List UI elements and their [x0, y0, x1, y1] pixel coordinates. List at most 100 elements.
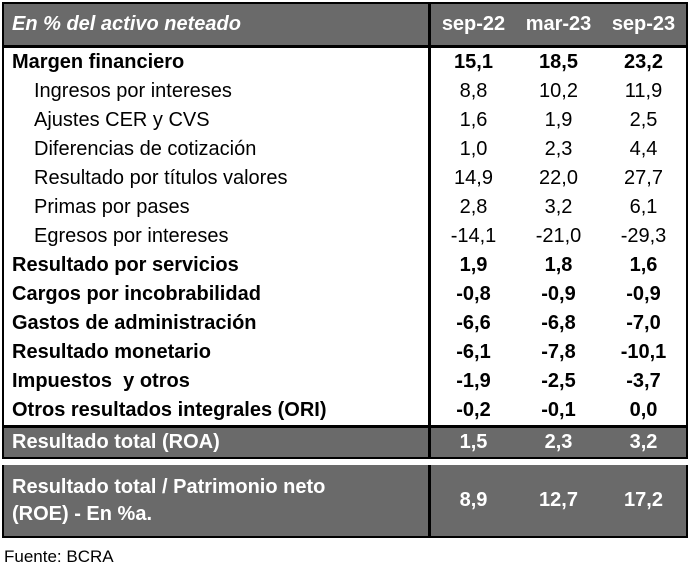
row-value: 3,2: [629, 431, 658, 453]
table-row: Egresos por intereses -14,1 -21,0 -29,3: [4, 222, 686, 251]
main-table: En % del activo neteado sep-22 mar-23 se…: [2, 2, 688, 459]
table-row: Resultado por títulos valores 14,9 22,0 …: [4, 164, 686, 193]
column-header-sep22: sep-22: [441, 13, 506, 35]
row-value: 2,3: [544, 431, 573, 453]
row-value: 8,9: [459, 489, 488, 511]
table-row: Resultado monetario -6,1 -7,8 -10,1: [4, 338, 686, 367]
row-label: Otros resultados integrales (ORI): [12, 399, 327, 421]
row-values: -6,1 -7,8 -10,1: [428, 338, 686, 367]
row-value: -21,0: [535, 225, 582, 247]
row-label: Resultado total (ROA): [12, 431, 220, 453]
row-values: 8,8 10,2 11,9: [428, 77, 686, 106]
row-value: -1,9: [456, 370, 491, 392]
table-header: En % del activo neteado sep-22 mar-23 se…: [4, 4, 686, 48]
row-value: 15,1: [454, 51, 493, 73]
table-row: Primas por pases 2,8 3,2 6,1: [4, 193, 686, 222]
row-value: 3,2: [544, 196, 573, 218]
row-value: 1,5: [459, 431, 488, 453]
total-roa-row: Resultado total (ROA) 1,5 2,3 3,2: [4, 425, 686, 457]
row-label: Diferencias de cotización: [34, 138, 257, 160]
row-value: -0,9: [541, 283, 576, 305]
row-value: 2,3: [544, 138, 573, 160]
row-value: -6,8: [541, 312, 576, 334]
column-header-mar23: mar-23: [525, 13, 592, 35]
table-row: Gastos de administración -6,6 -6,8 -7,0: [4, 309, 686, 338]
table-row: Margen financiero 15,1 18,5 23,2: [4, 48, 686, 77]
row-value: -3,7: [626, 370, 661, 392]
row-value: -0,2: [456, 399, 491, 421]
row-values: -0,2 -0,1 0,0: [428, 396, 686, 425]
row-value: 1,0: [459, 138, 488, 160]
row-values: -6,6 -6,8 -7,0: [428, 309, 686, 338]
row-values: 15,1 18,5 23,2: [428, 48, 686, 77]
row-values: -14,1 -21,0 -29,3: [428, 222, 686, 251]
row-values: -0,8 -0,9 -0,9: [428, 280, 686, 309]
row-label: Resultado por títulos valores: [34, 167, 288, 189]
row-value: 0,0: [629, 399, 658, 421]
row-values: 1,6 1,9 2,5: [428, 106, 686, 135]
row-label: Resultado total / Patrimonio neto (ROE) …: [12, 476, 326, 525]
row-value: 1,6: [459, 109, 488, 131]
row-value: -7,8: [541, 341, 576, 363]
table-row: Otros resultados integrales (ORI) -0,2 -…: [4, 396, 686, 425]
row-values: 1,9 1,8 1,6: [428, 251, 686, 280]
table-row: Ajustes CER y CVS 1,6 1,9 2,5: [4, 106, 686, 135]
row-value: 14,9: [454, 167, 493, 189]
table-row: Impuestos y otros -1,9 -2,5 -3,7: [4, 367, 686, 396]
source-note: Fuente: BCRA: [4, 547, 114, 566]
row-value: -2,5: [541, 370, 576, 392]
row-value: -6,6: [456, 312, 491, 334]
row-value: 6,1: [629, 196, 658, 218]
table-body: Margen financiero 15,1 18,5 23,2 Ingreso…: [4, 48, 686, 425]
row-label: Margen financiero: [12, 51, 185, 73]
row-label: Resultado por servicios: [12, 254, 239, 276]
row-value: -29,3: [620, 225, 667, 247]
row-label: Egresos por intereses: [34, 225, 229, 247]
row-value: -14,1: [450, 225, 497, 247]
row-values: 8,9 12,7 17,2: [428, 465, 686, 536]
row-value: 2,5: [629, 109, 658, 131]
row-value: -0,8: [456, 283, 491, 305]
table-title: En % del activo neteado: [12, 13, 241, 35]
row-value: 23,2: [624, 51, 663, 73]
row-label: Resultado monetario: [12, 341, 211, 363]
row-value: 4,4: [629, 138, 658, 160]
row-value: 1,9: [544, 109, 573, 131]
column-header-sep23: sep-23: [611, 13, 676, 35]
table-row: Ingresos por intereses 8,8 10,2 11,9: [4, 77, 686, 106]
row-value: 1,8: [544, 254, 573, 276]
row-value: 11,9: [624, 80, 663, 102]
row-label: Primas por pases: [34, 196, 190, 218]
row-value: 1,9: [459, 254, 488, 276]
row-value: 1,6: [629, 254, 658, 276]
header-columns: sep-22 mar-23 sep-23: [428, 4, 686, 45]
total-roe-row: Resultado total / Patrimonio neto (ROE) …: [2, 465, 688, 538]
row-value: 22,0: [539, 167, 578, 189]
row-label: Ajustes CER y CVS: [34, 109, 210, 131]
row-values: -1,9 -2,5 -3,7: [428, 367, 686, 396]
row-label: Gastos de administración: [12, 312, 257, 334]
row-label: Ingresos por intereses: [34, 80, 232, 102]
row-value: 8,8: [459, 80, 488, 102]
row-value: 2,8: [459, 196, 488, 218]
row-value: -6,1: [456, 341, 491, 363]
row-values: 1,5 2,3 3,2: [428, 428, 686, 457]
row-values: 2,8 3,2 6,1: [428, 193, 686, 222]
table-row: Resultado por servicios 1,9 1,8 1,6: [4, 251, 686, 280]
row-label: Cargos por incobrabilidad: [12, 283, 261, 305]
row-values: 1,0 2,3 4,4: [428, 135, 686, 164]
row-values: 14,9 22,0 27,7: [428, 164, 686, 193]
row-value: 27,7: [624, 167, 663, 189]
row-value: -10,1: [620, 341, 667, 363]
row-value: 18,5: [539, 51, 578, 73]
row-value: -0,9: [626, 283, 661, 305]
table-row: Cargos por incobrabilidad -0,8 -0,9 -0,9: [4, 280, 686, 309]
row-value: -0,1: [541, 399, 576, 421]
row-value: 10,2: [539, 80, 578, 102]
row-value: -7,0: [626, 312, 661, 334]
table-row: Diferencias de cotización 1,0 2,3 4,4: [4, 135, 686, 164]
row-value: 12,7: [539, 489, 578, 511]
row-value: 17,2: [624, 489, 663, 511]
row-label: Impuestos y otros: [12, 370, 190, 392]
